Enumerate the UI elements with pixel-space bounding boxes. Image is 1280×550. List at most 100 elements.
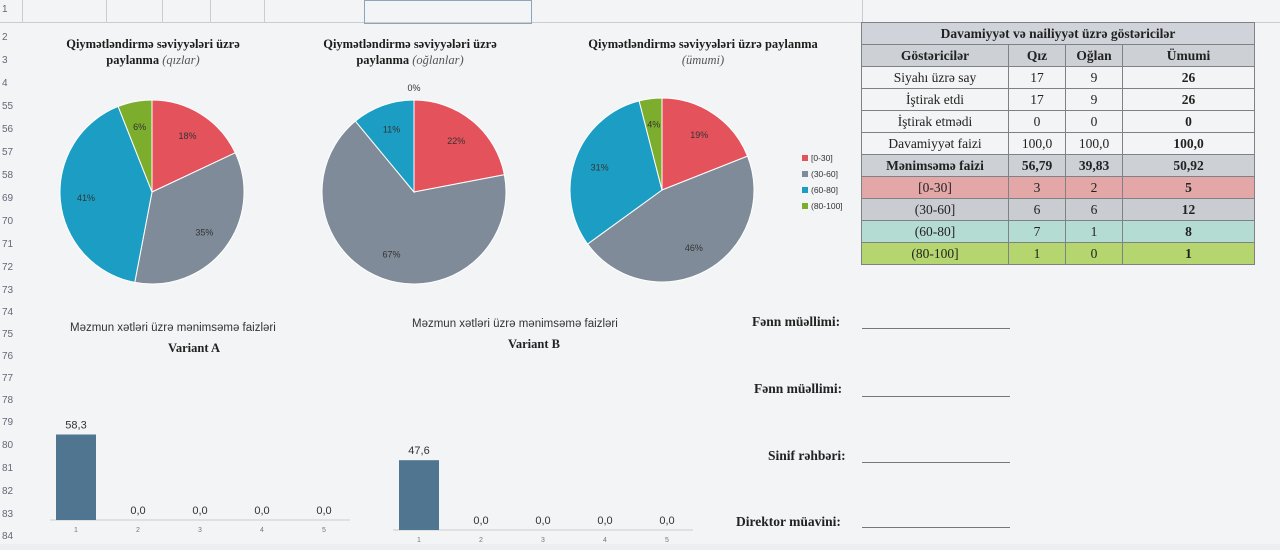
row-number[interactable]: 71 [2, 239, 14, 250]
row-number[interactable]: 79 [2, 417, 14, 428]
signature-line[interactable] [862, 396, 1010, 397]
table-cell[interactable]: 100,0 [1008, 132, 1066, 155]
row-number[interactable]: 2 [2, 32, 8, 43]
table-cell[interactable]: 26 [1122, 88, 1255, 111]
table-cell[interactable]: 6 [1008, 198, 1066, 221]
grid-cell[interactable] [22, 0, 107, 22]
table-cell[interactable]: 2 [1065, 176, 1123, 199]
row-number[interactable]: 70 [2, 216, 14, 227]
table-cell[interactable]: 1 [1122, 242, 1255, 265]
table-cell[interactable]: 17 [1008, 88, 1066, 111]
pie-data-label: 11% [383, 125, 400, 135]
pie-slice-2[interactable] [354, 99, 415, 194]
row-number[interactable]: 74 [2, 307, 14, 318]
row-number[interactable]: 76 [2, 351, 14, 362]
pie-data-label: 46% [685, 243, 703, 253]
pie-slice-2[interactable] [59, 105, 153, 283]
table-cell[interactable]: Siyahı üzrə say [861, 66, 1009, 89]
row-number[interactable]: 55 [2, 101, 14, 112]
signature-line[interactable] [862, 527, 1010, 528]
table-cell[interactable]: 50,92 [1122, 154, 1255, 177]
pie-slice-2[interactable] [569, 100, 663, 245]
table-cell[interactable]: Davamiyyət faizi [861, 132, 1009, 155]
grid-cell[interactable] [0, 0, 23, 22]
row-number[interactable]: 75 [2, 329, 14, 340]
grid-cell[interactable] [530, 0, 863, 22]
table-header[interactable]: Göstəricilər [861, 44, 1009, 67]
table-cell[interactable]: 17 [1008, 66, 1066, 89]
row-number[interactable]: 81 [2, 463, 14, 474]
grid-cell[interactable] [210, 0, 265, 22]
pie-chart-girls[interactable]: 18% 35% 41% 6% [52, 92, 252, 292]
table-cell[interactable]: 9 [1065, 88, 1123, 111]
pie-slice-0[interactable] [661, 97, 749, 191]
table-cell[interactable]: 0 [1008, 110, 1066, 133]
table-cell[interactable]: 56,79 [1008, 154, 1066, 177]
pie-slice-0[interactable] [413, 99, 505, 193]
bar-chart-b[interactable]: 47,6 1 0,0 2 0,0 3 0,0 4 0,0 5 [393, 420, 703, 550]
table-cell[interactable]: Mənimsəmə faizi [861, 154, 1009, 177]
table-cell[interactable]: (30-60] [861, 198, 1009, 221]
grid-cell[interactable] [264, 0, 365, 22]
bar-chart-a[interactable]: 58,3 1 0,0 2 0,0 3 0,0 4 0,0 5 [50, 410, 360, 540]
table-cell[interactable]: (80-100] [861, 242, 1009, 265]
pie-slice-1[interactable] [321, 120, 507, 285]
row-number[interactable]: 84 [2, 531, 14, 542]
row-number[interactable]: 82 [2, 486, 14, 497]
table-cell[interactable]: 0 [1122, 110, 1255, 133]
table-cell[interactable]: [0-30] [861, 176, 1009, 199]
row-number[interactable]: 78 [2, 395, 14, 406]
row-number[interactable]: 72 [2, 262, 14, 273]
bar-1[interactable] [56, 434, 96, 520]
table-header[interactable]: Oğlan [1065, 44, 1123, 67]
table-header[interactable]: Qız [1008, 44, 1066, 67]
bar-category-tick: 4 [603, 537, 607, 544]
row-number[interactable]: 4 [2, 78, 8, 89]
table-cell[interactable]: 3 [1008, 176, 1066, 199]
table-cell[interactable]: 39,83 [1065, 154, 1123, 177]
row-number[interactable]: 3 [2, 55, 8, 66]
table-cell[interactable]: 6 [1065, 198, 1123, 221]
table-title[interactable]: Davamiyyət və nailiyyət üzrə göstəricilə… [861, 22, 1255, 45]
row-number[interactable]: 58 [2, 170, 14, 181]
chart-subtitle: (qızlar) [162, 53, 200, 67]
signature-line[interactable] [862, 328, 1010, 329]
row-number[interactable]: 57 [2, 147, 14, 158]
table-cell[interactable]: İştirak etdi [861, 88, 1009, 111]
pie-slice-3[interactable] [638, 97, 663, 191]
table-cell[interactable]: 12 [1122, 198, 1255, 221]
pie-slice-0[interactable] [151, 99, 236, 193]
row-number[interactable]: 80 [2, 440, 14, 451]
stats-table: Davamiyyət və nailiyyət üzrə göstəricilə… [861, 22, 1255, 265]
signature-line[interactable] [862, 462, 1010, 463]
table-cell[interactable]: (60-80] [861, 220, 1009, 243]
row-number[interactable]: 73 [2, 285, 14, 296]
grid-cell[interactable] [106, 0, 163, 22]
row-number[interactable]: 1 [2, 4, 8, 15]
table-cell[interactable]: 1 [1065, 220, 1123, 243]
grid-cell-selected[interactable] [364, 0, 532, 24]
table-cell[interactable]: İştirak etmədi [861, 110, 1009, 133]
table-cell[interactable]: 0 [1065, 242, 1123, 265]
pie-chart-boys[interactable]: 22% 67% 11% 0% [314, 83, 514, 292]
table-cell[interactable]: 7 [1008, 220, 1066, 243]
table-cell[interactable]: 9 [1065, 66, 1123, 89]
table-cell[interactable]: 5 [1122, 176, 1255, 199]
bar-1[interactable] [399, 460, 439, 530]
row-number[interactable]: 56 [2, 124, 14, 135]
table-cell[interactable]: 8 [1122, 220, 1255, 243]
pie-slice-1[interactable] [586, 155, 755, 283]
row-number[interactable]: 77 [2, 373, 14, 384]
pie-slice-1[interactable] [134, 152, 245, 285]
row-number[interactable]: 83 [2, 509, 14, 520]
table-cell[interactable]: 100,0 [1065, 132, 1123, 155]
table-cell[interactable]: 26 [1122, 66, 1255, 89]
table-cell[interactable]: 100,0 [1122, 132, 1255, 155]
table-cell[interactable]: 1 [1008, 242, 1066, 265]
pie-chart-total[interactable]: 19% 46% 31% 4% [562, 90, 762, 290]
table-header[interactable]: Ümumi [1122, 44, 1255, 67]
table-cell[interactable]: 0 [1065, 110, 1123, 133]
grid-cell[interactable] [162, 0, 211, 22]
row-number[interactable]: 69 [2, 193, 14, 204]
pie-slice-3[interactable] [117, 99, 153, 193]
